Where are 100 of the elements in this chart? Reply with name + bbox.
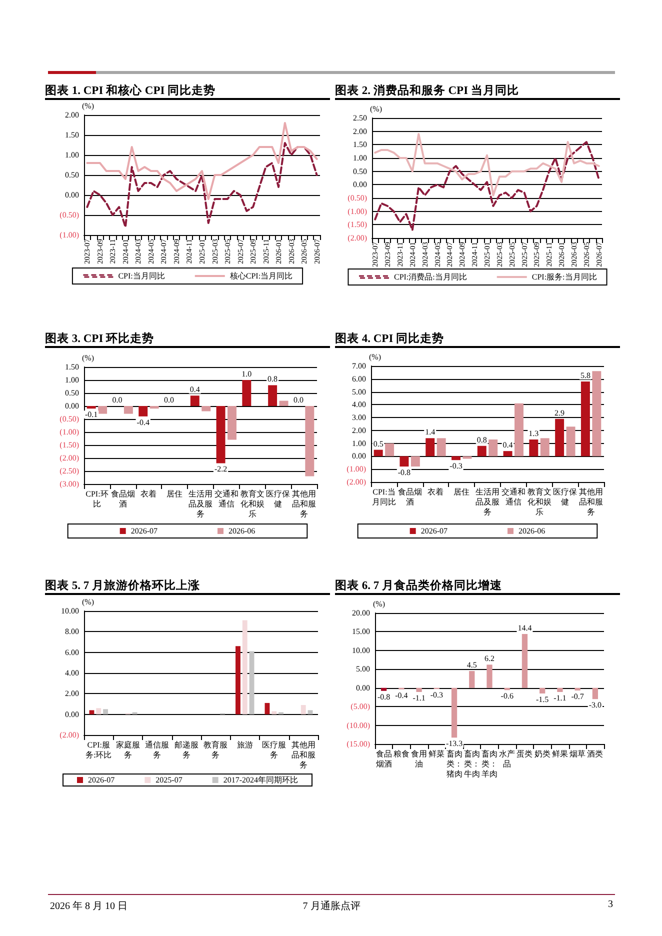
text: 3 [608, 899, 613, 910]
bar [216, 406, 226, 463]
y-tick-label: (3.00) [60, 479, 80, 488]
bar [242, 620, 248, 714]
x-tick-label: 教育服务 [204, 740, 228, 759]
y-tick-label: 0.00 [356, 682, 370, 692]
data-label: 5.8 [580, 370, 590, 380]
data-label: 6.2 [484, 654, 494, 663]
y-tick-label: 10.00 [61, 606, 79, 615]
y-tick-label: (5.00) [350, 702, 370, 711]
x-tick-label: 居住 [166, 489, 183, 498]
bar [190, 395, 200, 406]
bar [202, 406, 211, 411]
y-tick-label: (2.00) [348, 233, 368, 242]
y-tick-label: (2.00) [60, 730, 80, 739]
x-tick-label: 食品烟酒 [398, 487, 422, 506]
data-label: 0.8 [476, 434, 487, 444]
bar [514, 402, 524, 456]
legend-label: 2025-07 [156, 775, 182, 784]
bar [236, 646, 240, 714]
bar [98, 406, 108, 414]
y-tick-label: 5.00 [356, 664, 370, 674]
data-label: 0.4 [502, 440, 513, 450]
y-tick-label: 20.00 [352, 608, 370, 617]
line-series [374, 132, 600, 196]
legend-label: 2026-07 [130, 526, 158, 535]
line-series [86, 122, 318, 200]
bar [374, 449, 383, 456]
bar [228, 406, 236, 440]
x-tick-label: 教育文化和娱乐 [240, 489, 264, 518]
y-axis-title: (%) [82, 353, 94, 362]
x-tick-label: 医疗保健 [266, 489, 290, 508]
y-tick-label: 1.00 [353, 153, 367, 162]
y-tick-label: 1.00 [352, 438, 366, 448]
y-tick-label: 1.50 [353, 140, 367, 149]
y-tick-label: 2.00 [353, 126, 367, 136]
y-axis-title: (%) [373, 599, 386, 608]
x-tick-label: 食品烟酒 [376, 749, 392, 768]
data-label: 0.5 [373, 438, 384, 448]
chart-title: 图表 2. 消费品和服务 CPI 当月同比 [335, 85, 519, 97]
x-tick-label: 畜肉类：羊肉 [482, 749, 498, 778]
data-label: 1.3 [528, 428, 539, 438]
x-tick-label: 其他用品和服务 [291, 740, 316, 769]
y-tick-label: 2.00 [65, 688, 79, 698]
y-tick-label: 15.00 [352, 626, 370, 636]
bar [138, 406, 148, 416]
y-tick-label: 5.00 [352, 386, 366, 396]
bar [426, 438, 435, 456]
y-axis-title: (%) [82, 597, 94, 606]
y-tick-label: 1.00 [65, 150, 79, 159]
bar [529, 438, 538, 456]
data-label: 14.4 [518, 622, 532, 632]
bar [380, 687, 387, 690]
bar [308, 710, 313, 714]
data-label: -13.3 [446, 738, 463, 748]
x-tick-label: 医疗保健 [553, 487, 578, 506]
bar [242, 380, 252, 406]
x-tick-label: 生活用品及服务 [188, 489, 212, 518]
bar [103, 708, 108, 714]
bar [264, 702, 270, 714]
bar [279, 400, 288, 406]
bar [150, 406, 159, 408]
bar [580, 380, 590, 456]
data-label: -0.4 [136, 417, 150, 426]
y-tick-label: (1.50) [348, 220, 368, 229]
x-tick-label: 食品烟酒 [110, 489, 135, 508]
data-label: 1.4 [425, 427, 436, 436]
bar [592, 687, 598, 699]
data-label: -0.4 [395, 690, 408, 700]
y-tick-label: 8.00 [65, 626, 79, 636]
chart-title: 图表 4. CPI 同比走势 [335, 333, 444, 345]
data-label: -0.1 [85, 410, 98, 419]
x-tick-label: 畜肉类：牛肉 [464, 749, 480, 778]
data-label: -1.1 [412, 692, 426, 702]
bar [557, 687, 563, 692]
bar [451, 687, 458, 738]
bar [566, 426, 576, 456]
x-tick-label: 粮食 [393, 749, 410, 758]
chart-title: 图表 3. CPI 环比走势 [45, 333, 154, 345]
x-tick-label: 食用油 [411, 749, 428, 768]
y-tick-label: (1.00) [60, 230, 80, 239]
legend-label: 2026-07 [88, 775, 115, 784]
x-tick-label: 居住 [454, 487, 470, 496]
y-tick-label: 1.00 [65, 375, 79, 384]
x-tick-label: 生活用品及服务 [476, 487, 500, 516]
legend-label: 2026-07 [420, 526, 448, 535]
data-label: 0.8 [268, 374, 278, 384]
bar [96, 708, 102, 714]
bar [268, 384, 278, 406]
y-tick-label: 0.50 [65, 170, 79, 179]
y-tick-label: 3.00 [352, 412, 366, 422]
bar [555, 418, 564, 456]
y-tick-label: 0.00 [65, 401, 79, 410]
y-tick-label: 0.00 [65, 190, 79, 199]
x-tick-label: 其他用品和服务 [292, 489, 316, 518]
legend-label: 核心CPI:当月同比 [228, 271, 293, 280]
y-tick-label: 2.50 [353, 113, 367, 122]
legend-label: CPI:服务:当月同比 [532, 272, 597, 281]
legend-label: 2026-06 [228, 526, 256, 535]
bar [400, 456, 409, 466]
